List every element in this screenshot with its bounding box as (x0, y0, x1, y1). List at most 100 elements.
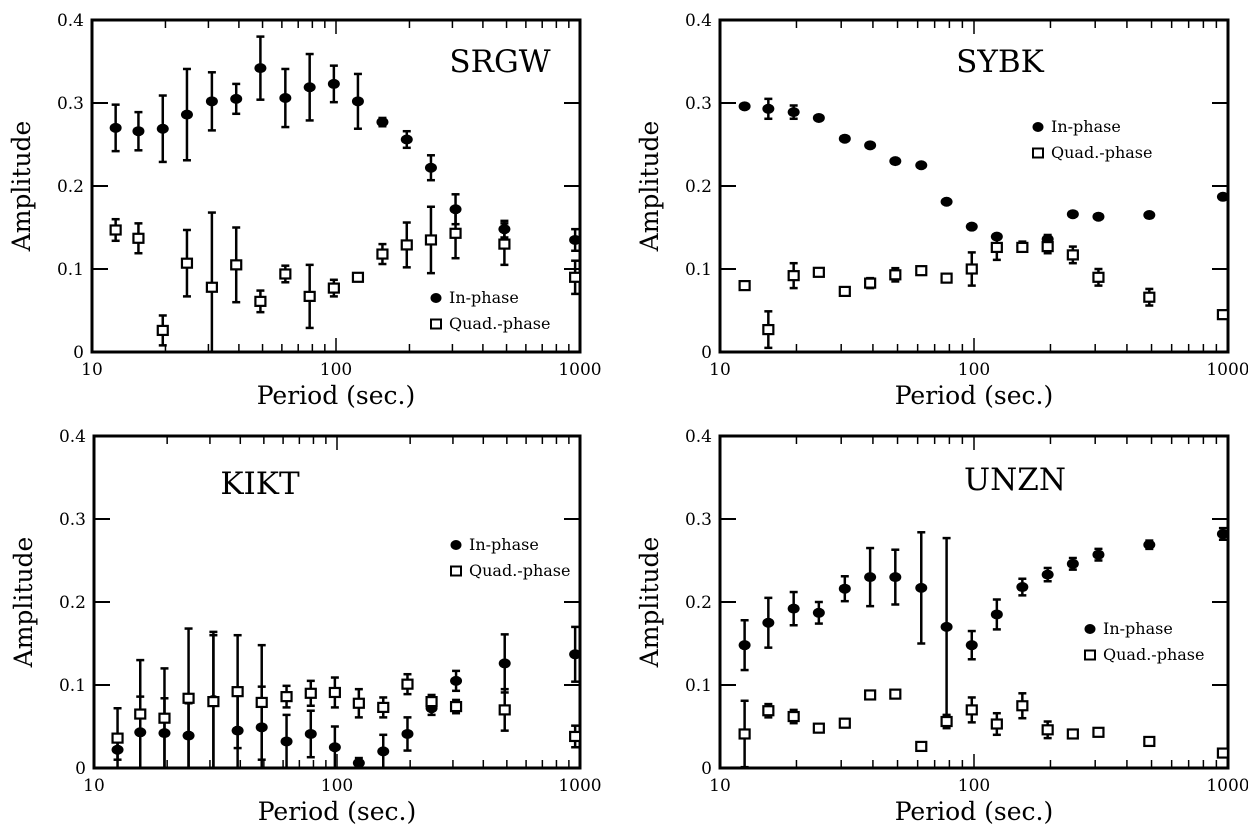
quad-phase-point (1216, 309, 1230, 321)
y-tick-label: 0 (701, 759, 712, 779)
quad-phase-point (1216, 747, 1230, 759)
quad-phase-point (328, 686, 341, 699)
x-tick-label: 100 (320, 360, 352, 380)
in-phase-point (401, 728, 414, 739)
legend-label: Quad.-phase (449, 314, 550, 333)
y-tick-label: 0.1 (685, 676, 712, 696)
in-phase-point (762, 617, 775, 628)
legend-marker-in-phase (1032, 122, 1044, 132)
legend-marker-in-phase (430, 293, 442, 303)
in-phase-point (838, 583, 851, 594)
x-axis-title: Period (sec.) (258, 797, 417, 826)
legend-label: In-phase (1051, 117, 1121, 136)
in-phase-point (1066, 209, 1079, 220)
series-quad-phase (109, 205, 582, 354)
quad-phase-point (762, 323, 775, 336)
y-tick-label: 0.2 (59, 593, 86, 613)
in-phase-point (280, 736, 293, 747)
quad-phase-point (1066, 728, 1079, 740)
in-phase-point (1216, 191, 1229, 202)
quad-phase-point (1041, 724, 1054, 736)
quad-phase-point (738, 728, 751, 740)
quad-phase-point (915, 740, 928, 753)
y-tick-label: 0.2 (685, 177, 712, 197)
quad-phase-point (812, 722, 825, 734)
station-title: SRGW (449, 44, 550, 80)
in-phase-point (205, 96, 218, 107)
in-phase-point (990, 609, 1003, 620)
y-tick-label: 0.4 (59, 427, 86, 447)
quad-phase-point (255, 696, 268, 709)
x-tick-label: 100 (958, 360, 990, 380)
in-phase-point (254, 63, 267, 74)
in-phase-point (569, 649, 582, 660)
y-tick-label: 0.1 (685, 260, 712, 280)
in-phase-point (1092, 211, 1105, 222)
in-phase-point (1016, 582, 1029, 593)
x-tick-label: 10 (709, 776, 731, 796)
series-in-phase (111, 625, 582, 770)
quad-phase-point (424, 234, 438, 246)
series-quad-phase (111, 627, 582, 770)
quad-phase-point (304, 687, 317, 699)
y-tick-label: 0.2 (685, 593, 712, 613)
in-phase-point (812, 112, 825, 123)
in-phase-point (812, 607, 825, 618)
quad-phase-point (449, 700, 463, 713)
x-axis-title: Period (sec.) (895, 797, 1054, 826)
y-tick-label: 0.3 (685, 94, 712, 114)
x-tick-label: 1000 (1206, 776, 1248, 796)
legend-marker-quad-phase (430, 318, 442, 330)
quad-phase-point (990, 718, 1003, 730)
in-phase-point (304, 728, 317, 739)
x-tick-label: 10 (83, 776, 105, 796)
quad-phase-point (965, 704, 978, 716)
in-phase-point (915, 160, 928, 171)
quad-phase-point (303, 290, 316, 302)
series-quad-phase (738, 688, 1230, 769)
in-phase-point (889, 156, 902, 167)
panel-unzn: 0 0.1 0.2 0.3 0.4 10 100 1000 Period (sec.) Ampli… (635, 427, 1248, 826)
legend-label: Quad.-phase (469, 561, 570, 580)
quad-phase-point (990, 241, 1003, 254)
quad-phase-point (280, 691, 293, 703)
legend-label: Quad.-phase (1051, 143, 1152, 162)
quad-phase-point (351, 271, 365, 283)
quad-phase-point (180, 257, 194, 269)
legend-label: In-phase (449, 288, 519, 307)
in-phase-point (787, 603, 800, 614)
series-quad-phase (738, 233, 1230, 350)
panel-kikt: 0 0.1 0.2 0.3 0.4 10 100 1000 Period (sec.) Ampli… (9, 427, 602, 826)
quad-phase-point (569, 730, 582, 743)
in-phase-point (787, 107, 800, 118)
y-tick-label: 0.1 (57, 260, 84, 280)
in-phase-point (328, 742, 341, 753)
quad-phase-point (205, 281, 218, 293)
quad-phase-point (1143, 291, 1156, 303)
in-phase-point (1216, 528, 1229, 539)
y-axis-title: Amplitude (7, 121, 36, 253)
quad-phase-point (569, 271, 582, 283)
in-phase-point (965, 221, 978, 232)
in-phase-point (109, 122, 122, 133)
y-axis-title: Amplitude (9, 537, 38, 669)
quad-phase-point (1016, 241, 1029, 254)
in-phase-point (352, 758, 365, 769)
legend: In-phase Quad.-phase (1084, 619, 1204, 664)
legend: In-phase Quad.-phase (1032, 117, 1152, 162)
quad-phase-point (965, 263, 978, 275)
quad-phase-point (498, 704, 511, 716)
y-tick-label: 0.4 (685, 427, 712, 447)
quad-phase-point (1016, 700, 1029, 712)
quad-phase-point (279, 268, 292, 280)
quad-phase-point (158, 712, 171, 724)
quad-phase-point (1143, 735, 1156, 748)
quad-phase-point (327, 282, 340, 294)
y-tick-label: 0.3 (59, 510, 86, 530)
panel-sybk: 0 0.1 0.2 0.3 0.4 10 100 1000 Period (sec.) Ampli… (635, 11, 1248, 410)
x-axis-title: Period (sec.) (895, 381, 1054, 410)
quad-phase-point (132, 232, 145, 244)
in-phase-point (180, 109, 193, 120)
series-in-phase (738, 97, 1229, 252)
in-phase-point (1143, 539, 1156, 550)
